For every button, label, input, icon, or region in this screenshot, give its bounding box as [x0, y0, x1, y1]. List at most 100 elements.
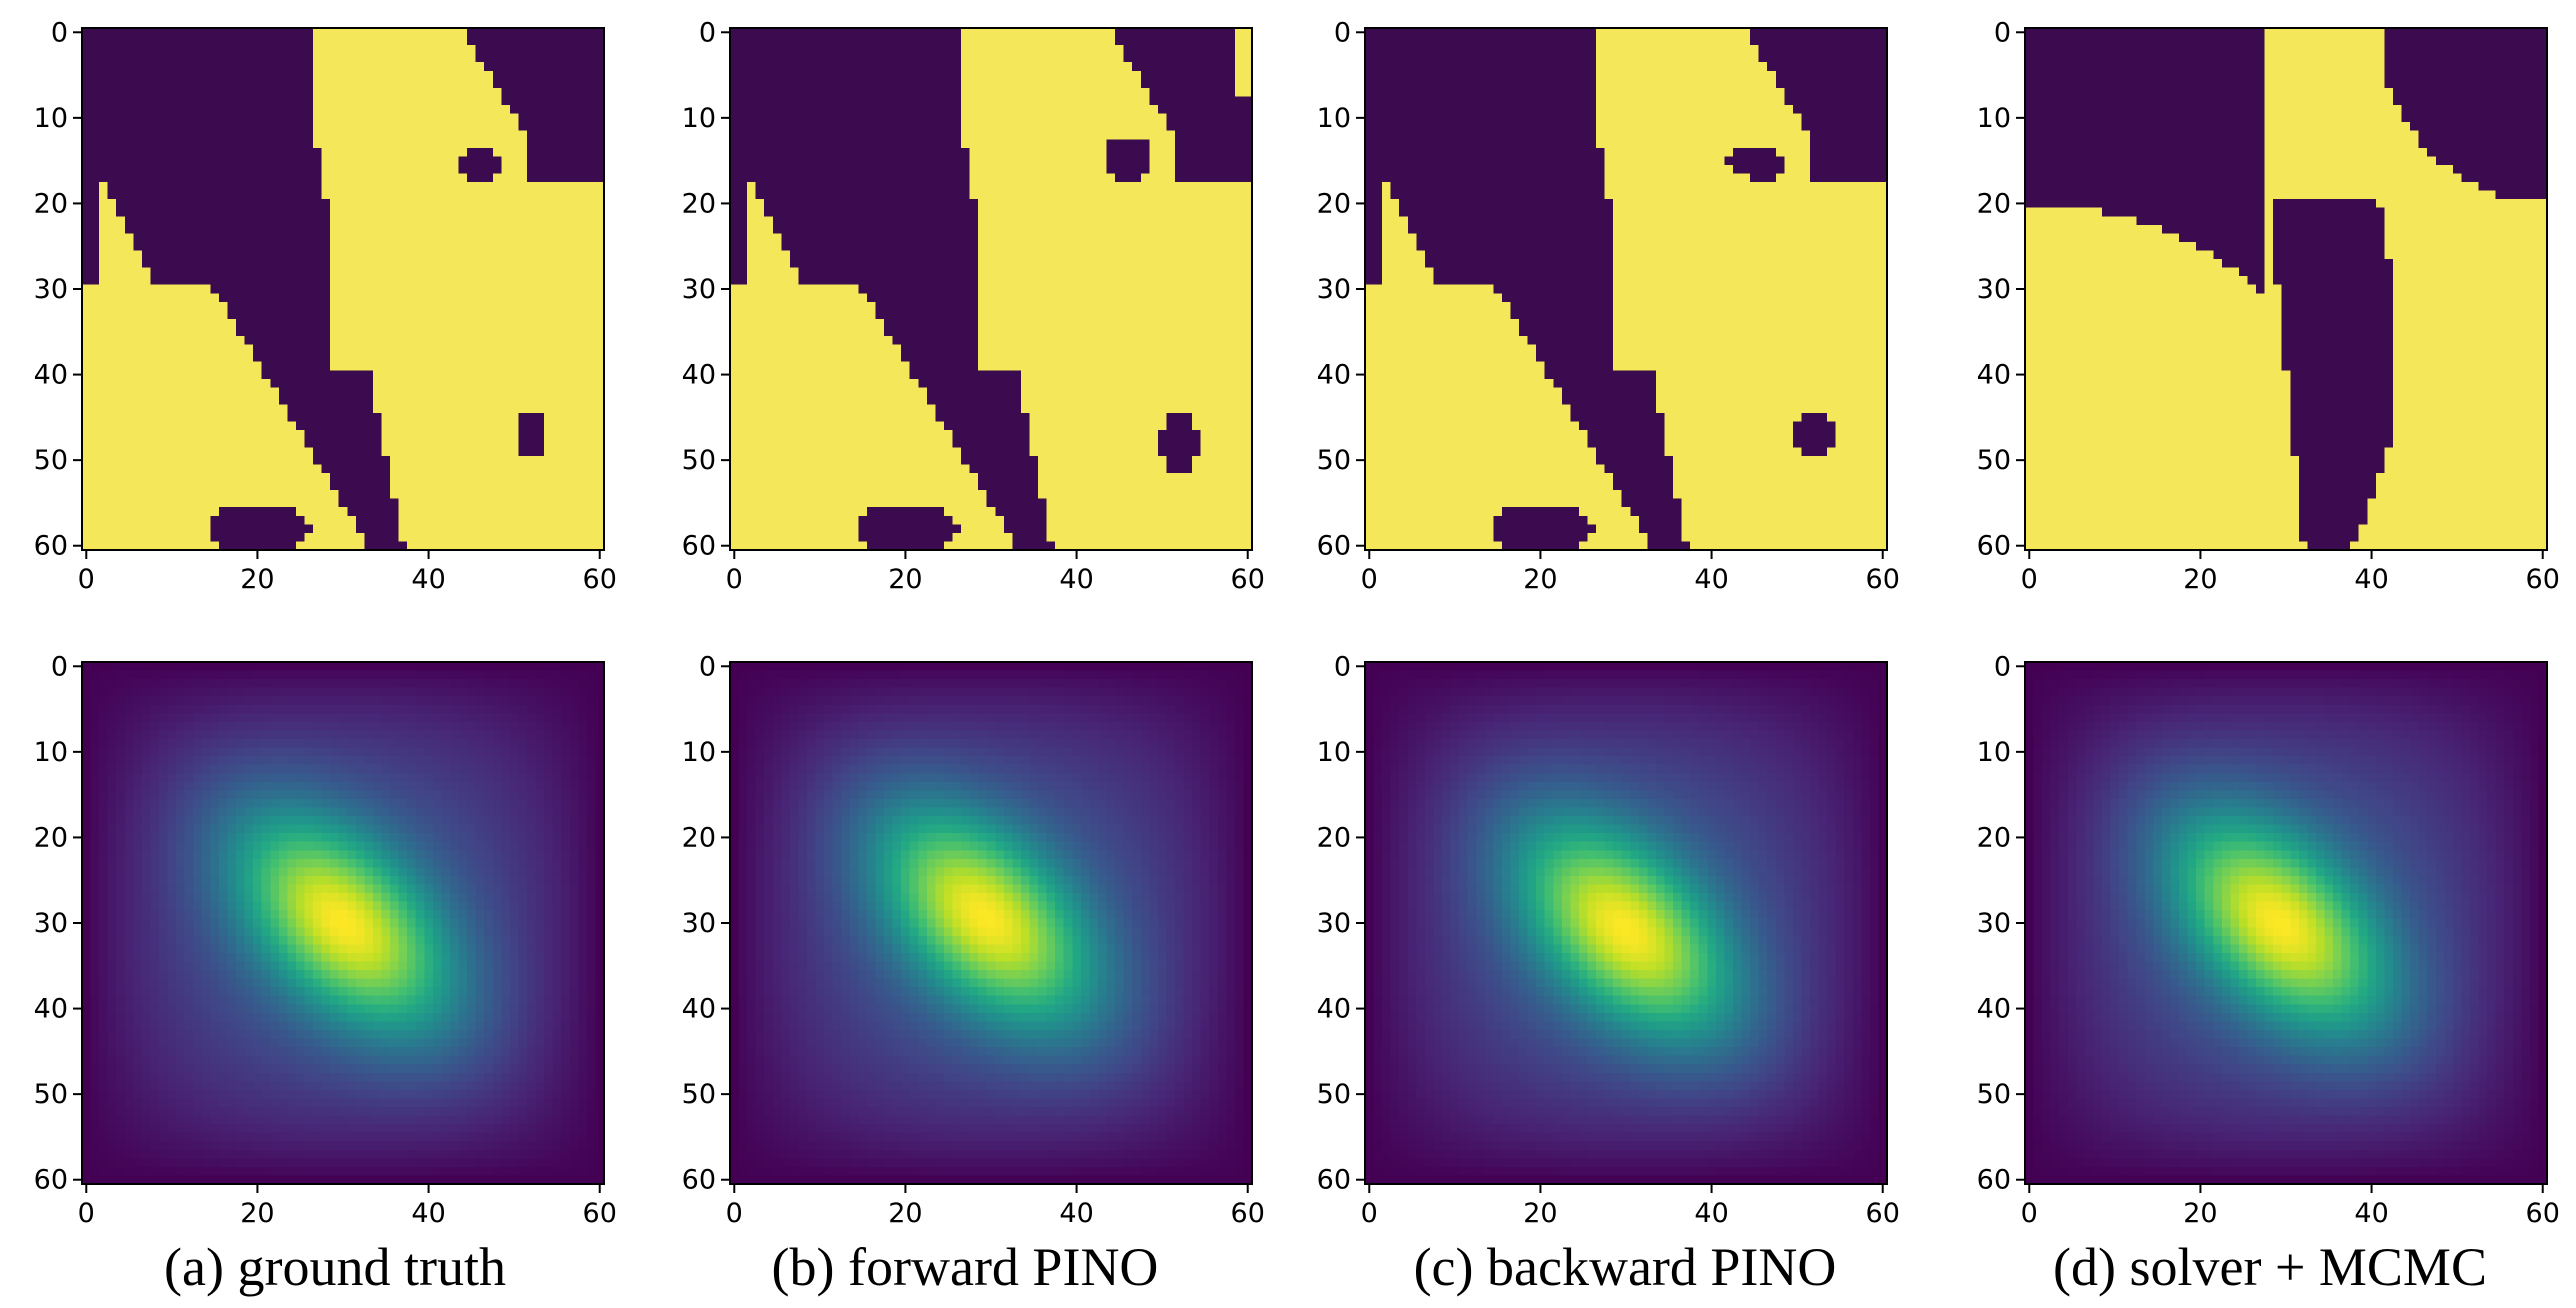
heatmap-cell	[1365, 481, 1614, 491]
heatmap-cell	[278, 970, 288, 980]
heatmap-cell	[407, 1106, 417, 1117]
heatmap-cell	[82, 241, 100, 252]
heatmap-cell	[159, 1124, 169, 1134]
heatmap-cell	[133, 944, 143, 954]
heatmap-cell	[1792, 421, 1837, 431]
heatmap-cell	[304, 1106, 314, 1117]
heatmap-cell	[330, 199, 605, 209]
heatmap-cell	[124, 1098, 134, 1108]
heatmap-cell	[287, 970, 297, 980]
heatmap-cell	[244, 1072, 254, 1082]
heatmap-cell	[415, 841, 425, 851]
heatmap-cell	[535, 1064, 545, 1074]
heatmap-cell	[730, 241, 748, 252]
heatmap-cell	[390, 679, 400, 689]
heatmap-cell	[176, 798, 186, 809]
heatmap-cell	[193, 721, 203, 732]
heatmap-cell	[398, 893, 408, 903]
heatmap-cell	[475, 807, 485, 817]
heatmap-cell	[398, 507, 605, 517]
heatmap-cell	[501, 995, 511, 1005]
heatmap-cell	[184, 747, 194, 757]
heatmap-cell	[475, 764, 485, 774]
heatmap-cell	[544, 893, 554, 903]
heatmap-cell	[492, 901, 502, 911]
heatmap-cell	[330, 867, 340, 877]
heatmap-cell	[176, 773, 186, 783]
heatmap-cell	[458, 910, 468, 920]
heatmap-cell	[415, 893, 425, 903]
heatmap-cell	[330, 259, 605, 269]
heatmap-cell	[824, 679, 834, 689]
heatmap-cell	[501, 764, 511, 774]
heatmap-cell	[432, 687, 443, 697]
heatmap-cell	[501, 1081, 511, 1091]
heatmap-cell	[586, 730, 597, 740]
y-tick-label: 50	[1317, 445, 1351, 476]
heatmap-cell	[261, 361, 331, 371]
heatmap-cell	[99, 756, 109, 766]
heatmap-cell	[730, 164, 971, 175]
heatmap-cell	[193, 893, 203, 903]
heatmap-cell	[244, 927, 254, 937]
heatmap-cell	[1097, 679, 1108, 689]
heatmap-cell	[236, 867, 246, 877]
heatmap-cell	[1647, 532, 1683, 543]
heatmap-cell	[1553, 378, 1657, 389]
heatmap-cell	[364, 704, 374, 714]
heatmap-cell	[2025, 182, 2266, 192]
heatmap-cell	[1029, 687, 1039, 697]
heatmap-cell	[526, 747, 537, 757]
heatmap-cell	[509, 1055, 520, 1065]
heatmap-cell	[278, 1081, 288, 1091]
heatmap-cell	[193, 1141, 203, 1151]
heatmap-cell	[1174, 173, 1253, 183]
heatmap-cell	[107, 1072, 117, 1082]
heatmap-cell	[347, 1021, 357, 1031]
heatmap-cell	[747, 199, 765, 209]
heatmap-cell	[449, 935, 460, 945]
heatmap-cell	[518, 918, 528, 928]
heatmap-cell	[201, 704, 211, 714]
heatmap-cell	[184, 696, 194, 706]
heatmap-cell	[82, 756, 92, 766]
heatmap-cell	[330, 910, 340, 920]
heatmap-cell	[1596, 36, 1751, 46]
heatmap-cell	[176, 910, 186, 920]
heatmap-cell	[398, 841, 408, 851]
heatmap-cell	[184, 798, 194, 809]
heatmap-cell	[509, 1106, 520, 1117]
heatmap-cell	[1003, 515, 1048, 525]
heatmap-cell	[484, 910, 494, 920]
heatmap-cell	[141, 250, 331, 260]
heatmap-cell	[227, 747, 237, 757]
heatmap-cell	[218, 1106, 229, 1117]
heatmap-cell	[569, 952, 579, 963]
heatmap-cell	[475, 1158, 485, 1168]
heatmap-cell	[1072, 687, 1082, 697]
heatmap-cell	[492, 884, 502, 894]
heatmap-cell	[261, 1124, 271, 1134]
heatmap-cell	[270, 867, 280, 877]
heatmap-cell	[176, 901, 186, 911]
heatmap-cell	[278, 730, 288, 740]
heatmap-cell	[569, 1115, 579, 1125]
heatmap-cell	[2392, 301, 2548, 311]
heatmap-cell	[424, 679, 434, 689]
heatmap-cell	[986, 662, 996, 672]
heatmap-cell	[407, 1081, 417, 1091]
heatmap-cell	[2025, 207, 2103, 217]
heatmap-cell	[133, 1021, 143, 1031]
x-tick-label: 20	[888, 564, 922, 595]
heatmap-cell	[167, 1098, 177, 1108]
heatmap-cell	[2273, 224, 2386, 234]
heatmap-cell	[730, 696, 740, 706]
heatmap-cell	[552, 713, 562, 723]
heatmap-cell	[150, 927, 160, 937]
heatmap-cell	[501, 1047, 511, 1057]
heatmap-cell	[586, 704, 597, 714]
heatmap-cell	[1732, 147, 1777, 157]
heatmap-cell	[755, 679, 765, 689]
heatmap-cell	[278, 910, 288, 920]
heatmap-cell	[372, 1021, 383, 1031]
